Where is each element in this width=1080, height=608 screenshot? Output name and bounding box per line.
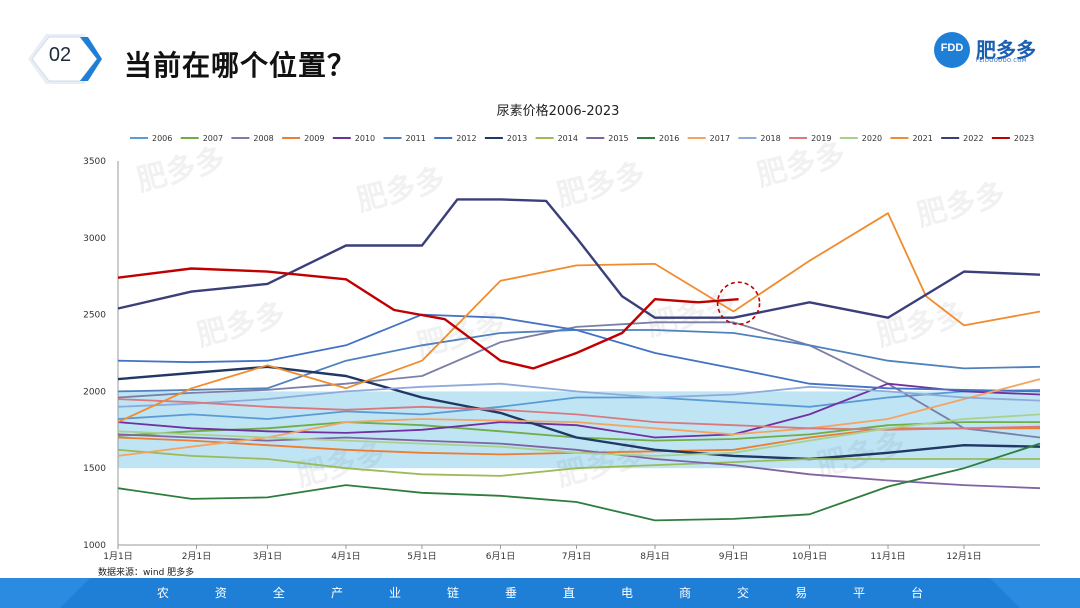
page-title: 当前在哪个位置？ xyxy=(124,49,357,82)
legend-label-2020: 2020 xyxy=(862,134,882,143)
legend-label-2009: 2009 xyxy=(304,134,324,143)
slogan-char: 业 xyxy=(388,586,401,600)
series-line-2016 xyxy=(117,442,1041,522)
watermark: 肥多多 xyxy=(753,137,849,194)
logo-subtext: FEIDOODOO.COM xyxy=(976,58,1027,64)
legend-label-2011: 2011 xyxy=(405,134,425,143)
slogan-char: 产 xyxy=(330,586,343,600)
legend-label-2019: 2019 xyxy=(811,134,831,143)
slogan-char: 垂 xyxy=(504,586,517,600)
x-tick-label: 11月1日 xyxy=(870,551,905,562)
legend-label-2013: 2013 xyxy=(507,134,527,143)
series-line-2010 xyxy=(117,382,1041,439)
footer-decoration xyxy=(0,578,1080,608)
series-line-2006 xyxy=(117,389,1041,420)
watermark: 肥多多 xyxy=(913,177,1009,234)
series-line-2020 xyxy=(117,413,1041,457)
slogan-char: 平 xyxy=(853,586,866,600)
y-tick-label: 2000 xyxy=(83,387,106,397)
x-tick-label: 9月1日 xyxy=(719,551,748,562)
watermark: 肥多多 xyxy=(553,157,649,214)
y-tick-label: 1500 xyxy=(83,464,106,474)
y-tick-label: 3500 xyxy=(83,157,106,167)
watermark: 肥多多 xyxy=(133,142,229,199)
legend-label-2017: 2017 xyxy=(710,134,730,143)
watermark: 肥多多 xyxy=(353,162,449,219)
series-line-2014 xyxy=(117,448,1040,477)
legend-label-2006: 2006 xyxy=(152,134,172,143)
x-tick-label: 5月1日 xyxy=(407,551,436,562)
legend-label-2021: 2021 xyxy=(912,134,932,143)
legend-label-2008: 2008 xyxy=(253,134,273,143)
axes-layer: 1000 1500 2000 2500 3000 3500 1月1日 2月1日 3月1日 4月1日… xyxy=(83,157,1040,562)
slogan-char: 直 xyxy=(563,586,576,600)
logo-mark-icon: FDD xyxy=(934,32,970,68)
y-tick-label: 1000 xyxy=(83,541,106,551)
chart-title: 尿素价格2006-2023 xyxy=(497,103,620,119)
legend-label-2022: 2022 xyxy=(963,134,983,143)
slogan-char: 易 xyxy=(795,586,808,600)
x-tick-label: 10月1日 xyxy=(792,551,827,562)
series-line-2013 xyxy=(117,365,1041,461)
y-tick-label: 3000 xyxy=(83,234,106,244)
watermark: 肥多多 xyxy=(193,297,289,354)
legend-label-2012: 2012 xyxy=(456,134,476,143)
x-tick-label: 4月1日 xyxy=(331,551,360,562)
logo-mark-text: FDD xyxy=(940,42,964,54)
logo-name: 肥多多 xyxy=(976,38,1036,62)
footer-slogan: 农资全产业链垂直电商交易平台 xyxy=(0,584,1080,601)
series-line-2022 xyxy=(117,198,1041,319)
x-tick-label: 8月1日 xyxy=(640,551,669,562)
slogan-char: 农 xyxy=(156,586,169,600)
x-tick-label: 6月1日 xyxy=(486,551,515,562)
legend-label-2007: 2007 xyxy=(203,134,223,143)
legend-label-2015: 2015 xyxy=(608,134,628,143)
x-tick-label: 3月1日 xyxy=(253,551,282,562)
slogan-char: 商 xyxy=(679,586,692,600)
slogan-char: 交 xyxy=(737,586,750,600)
series-line-2012 xyxy=(117,313,1041,393)
y-tick-label: 2500 xyxy=(83,311,106,321)
x-tick-label: 12月1日 xyxy=(946,551,981,562)
series-line-2018 xyxy=(117,382,1041,408)
legend-label-2014: 2014 xyxy=(558,134,578,143)
footer-bar xyxy=(0,578,1080,608)
legend-label-2016: 2016 xyxy=(659,134,679,143)
slogan-char: 资 xyxy=(214,586,227,600)
watermark: 肥多多 xyxy=(873,297,969,354)
watermark: 肥多多 xyxy=(643,287,739,344)
source-note: 数据来源：wind 肥多多 xyxy=(98,568,195,578)
series-line-2015 xyxy=(117,433,1041,490)
legend: 2006 2007 2008 2009 2010 2011 2012 2013 2014 2015… xyxy=(130,134,1034,143)
x-tick-label: 2月1日 xyxy=(182,551,211,562)
slogan-char: 链 xyxy=(446,586,459,600)
series-layer xyxy=(117,198,1041,522)
slogan-char: 台 xyxy=(911,586,924,600)
brand-logo: FDD 肥多多 FEIDOODOO.COM xyxy=(934,32,1064,68)
section-badge xyxy=(28,34,102,84)
x-tick-label: 7月1日 xyxy=(562,551,591,562)
section-number: 02 xyxy=(48,44,72,66)
legend-label-2023: 2023 xyxy=(1014,134,1034,143)
slogan-char: 电 xyxy=(621,586,634,600)
x-tick-label: 1月1日 xyxy=(103,551,132,562)
series-line-2023 xyxy=(117,267,739,370)
series-line-2021 xyxy=(117,212,1041,423)
series-line-2019 xyxy=(117,398,1041,431)
legend-label-2018: 2018 xyxy=(760,134,780,143)
slogan-char: 全 xyxy=(272,586,285,600)
legend-label-2010: 2010 xyxy=(355,134,375,143)
